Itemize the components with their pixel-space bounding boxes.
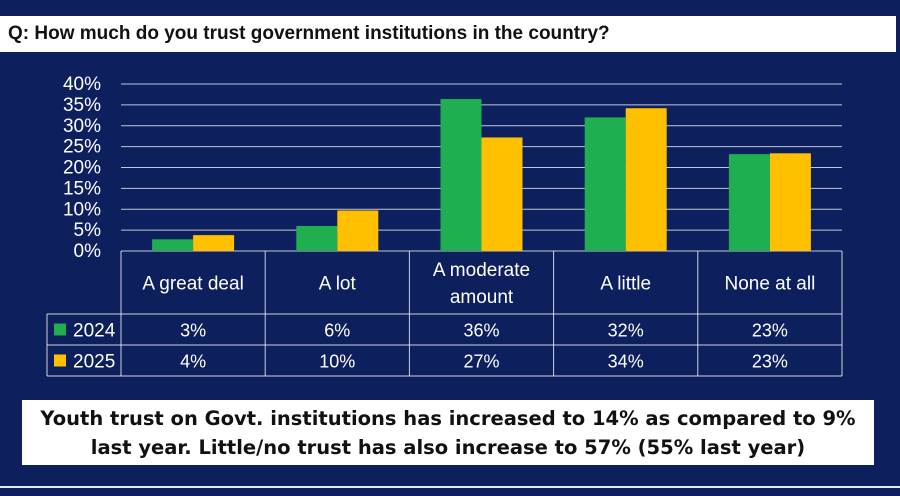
legend-key-2025 — [54, 354, 66, 367]
bar-2024 — [584, 117, 626, 252]
y-tick-label: 35% — [63, 95, 101, 116]
y-tick-label: 20% — [63, 158, 101, 179]
bar-2024 — [296, 225, 338, 251]
category-label: A lot — [319, 274, 357, 295]
bar-2025 — [481, 137, 523, 251]
data-label: 32% — [608, 321, 644, 341]
summary-box: Youth trust on Govt. institutions has in… — [22, 400, 874, 465]
bar-2025 — [193, 235, 235, 251]
category-label: None at all — [724, 274, 815, 295]
footer-divider — [0, 486, 900, 488]
bar-2024 — [728, 154, 770, 251]
y-tick-label: 15% — [63, 178, 101, 199]
category-label: A little — [600, 274, 651, 295]
category-label: A great deal — [142, 274, 243, 295]
bar-2025 — [625, 108, 667, 251]
data-label: 36% — [463, 321, 499, 341]
y-tick-label: 25% — [63, 137, 101, 158]
question-text: Q: How much do you trust government inst… — [8, 23, 610, 44]
legend-key-2024 — [54, 323, 66, 336]
legend-label: 2024 — [73, 321, 116, 342]
data-label: 23% — [752, 321, 788, 341]
y-tick-label: 30% — [63, 116, 101, 137]
y-tick-label: 40% — [63, 74, 101, 95]
bar-2024 — [440, 99, 482, 251]
data-label: 23% — [752, 352, 788, 372]
summary-text: Youth trust on Govt. institutions has in… — [40, 406, 856, 459]
bar-chart: 0%5%10%15%20%25%30%35%40%A great deal A l… — [46, 74, 843, 377]
data-label: 27% — [463, 352, 499, 372]
legend-label: 2025 — [73, 352, 115, 373]
data-label: 3% — [180, 321, 206, 341]
data-label: 4% — [180, 352, 206, 372]
y-tick-label: 10% — [63, 199, 101, 220]
category-label: A moderate amount — [433, 260, 530, 308]
data-label: 34% — [608, 352, 644, 372]
data-label: 6% — [324, 321, 350, 341]
y-tick-label: 5% — [74, 220, 102, 241]
bar-2025 — [769, 153, 811, 251]
y-tick-label: 0% — [74, 241, 102, 262]
bar-2025 — [337, 210, 379, 251]
question-banner: Q: How much do you trust government inst… — [0, 14, 896, 52]
bar-2024 — [152, 239, 194, 251]
data-label: 10% — [319, 352, 355, 372]
